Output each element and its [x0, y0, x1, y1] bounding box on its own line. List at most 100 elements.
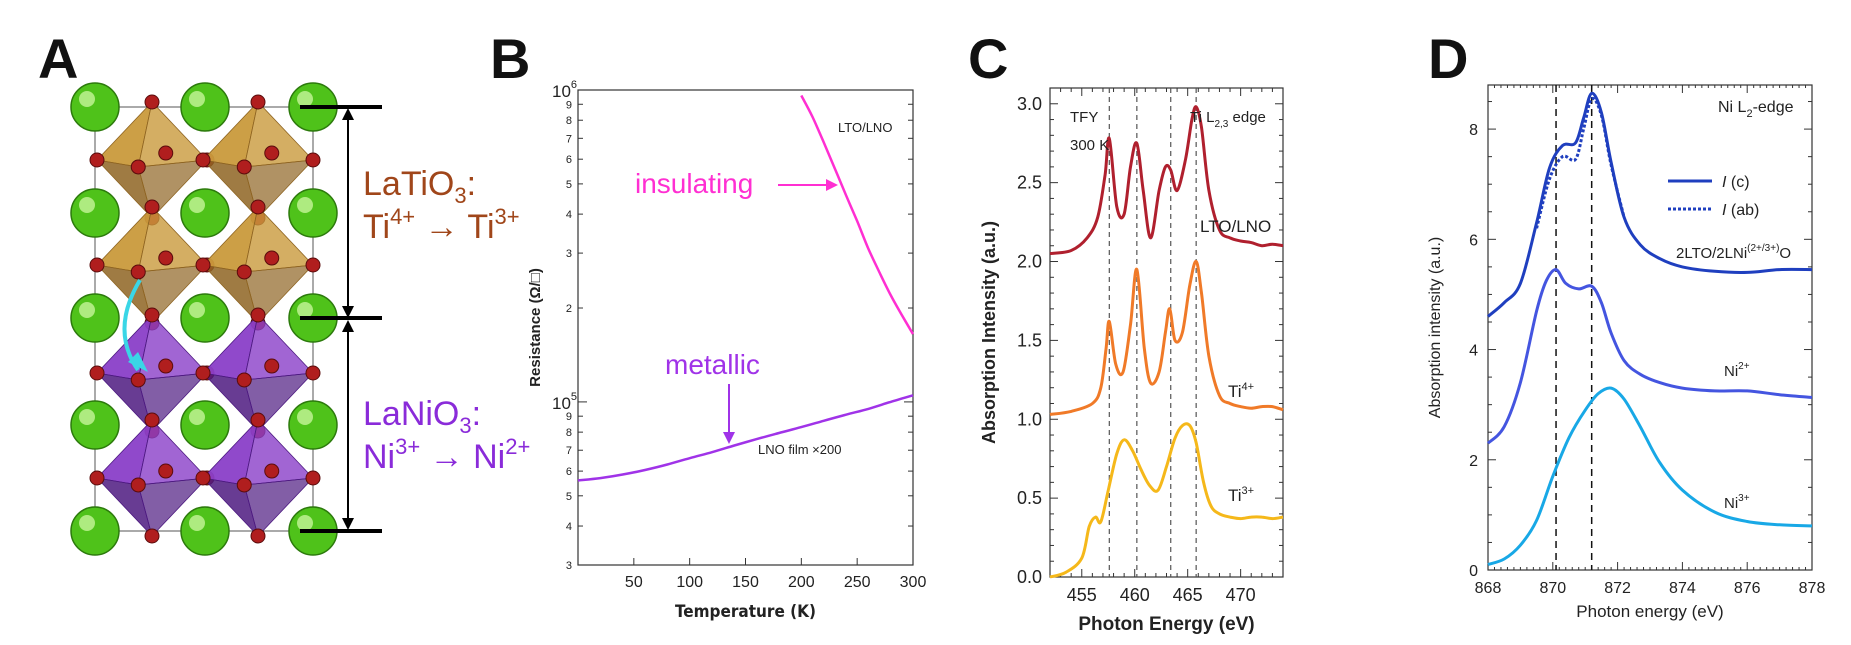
- series-iab-line: [1535, 96, 1626, 229]
- x-tick-label: 150: [732, 574, 759, 591]
- y-minor-tick-label: 3: [566, 560, 572, 572]
- oxygen-atom: [264, 250, 280, 266]
- oxygen-atom: [250, 307, 266, 323]
- x-tick-label: 300: [900, 574, 927, 591]
- series-ic-line: [1487, 91, 1813, 318]
- y-tick-label: 1.5: [1017, 330, 1042, 350]
- panel-c-letter: C: [968, 27, 1008, 90]
- la-atom-highlight: [79, 409, 95, 425]
- oxygen-atom: [195, 365, 211, 381]
- x-tick-label: 460: [1120, 585, 1150, 605]
- la-atom-highlight: [79, 197, 95, 213]
- y-minor-tick-label: 7: [566, 445, 572, 457]
- legend: I (c) I (ab): [1668, 174, 1759, 219]
- series-label-ti4: Ti4+: [1228, 381, 1254, 401]
- plot-frame: [577, 89, 914, 566]
- la-atom: [288, 400, 338, 450]
- ti-absorption-chart: 455 460 465 470 0.0 0.5 1.0 1.5 2.0 2.5 3.0 TFY 300 …: [979, 87, 1284, 635]
- oxygen-atom: [250, 199, 266, 215]
- ni-octahedron: [195, 412, 321, 544]
- y-tick-label: 106: [552, 79, 577, 101]
- y-minor-tick-label: 5: [566, 179, 572, 191]
- la-atom: [180, 188, 230, 238]
- oxygen-atom: [264, 358, 280, 374]
- oxygen-atom: [236, 477, 252, 493]
- series-label-ni2: Ni2+: [1724, 361, 1750, 380]
- y-axis-title: Absorption Intensity (a.u.): [979, 221, 999, 444]
- oxygen-atom: [158, 250, 174, 266]
- la-atom-highlight: [297, 302, 313, 318]
- y-minor-tick-label: 9: [566, 411, 572, 423]
- oxygen-atom: [305, 365, 321, 381]
- x-tick-label: 455: [1067, 585, 1097, 605]
- panel-a: A LaTiO3: Ti4+ → Ti3+ LaNiO3: Ni3+ → Ni2…: [38, 27, 530, 556]
- y-tick-label: 2.5: [1017, 173, 1042, 193]
- lto-formula: LaTiO3:: [363, 165, 476, 208]
- crystal-structure-illustration: [70, 82, 338, 556]
- oxygen-atom: [195, 152, 211, 168]
- x-axis-title: Photon energy (eV): [1576, 602, 1723, 621]
- lto-valence-change: Ti4+ → Ti3+: [363, 204, 520, 246]
- annotation-tfy: TFY: [1070, 109, 1098, 126]
- oxygen-atom: [305, 470, 321, 486]
- x-tick-label: 872: [1604, 580, 1631, 597]
- y-minor-tick-label: 8: [566, 115, 572, 127]
- oxygen-atom: [158, 145, 174, 161]
- y-minor-tick-label: 3: [566, 248, 572, 260]
- la-atom-highlight: [79, 91, 95, 107]
- y-minor-tick-label: 2: [566, 303, 572, 315]
- oxygen-atom: [130, 264, 146, 280]
- la-atom: [70, 188, 120, 238]
- panel-d-letter: D: [1428, 27, 1468, 90]
- resistance-chart: 50 100 150 200 250 300345678923456789105106Te…: [527, 79, 926, 622]
- ti-octahedron: [195, 199, 321, 331]
- lto-height-arrow: [342, 108, 354, 318]
- la-atom: [70, 293, 120, 343]
- y-minor-tick-label: 7: [566, 133, 572, 145]
- annotation-edge: Ti L2,3 edge: [1190, 109, 1266, 130]
- oxygen-atom: [89, 365, 105, 381]
- series-ti3-line: [1049, 422, 1284, 579]
- y-minor-tick-label: 6: [566, 154, 572, 166]
- la-atom-highlight: [297, 409, 313, 425]
- series-ti4-line: [1049, 259, 1284, 416]
- la-atom: [70, 82, 120, 132]
- la-atom-highlight: [79, 515, 95, 531]
- la-atom: [70, 400, 120, 450]
- x-tick-label: 465: [1173, 585, 1203, 605]
- x-tick-label: 878: [1799, 580, 1826, 597]
- oxygen-atom: [130, 477, 146, 493]
- oxygen-atom: [144, 412, 160, 428]
- oxygen-atom: [144, 528, 160, 544]
- ni-octahedron: [89, 412, 215, 544]
- series-ni2-line: [1486, 268, 1813, 445]
- series-label-2lto: 2LTO/2LNi(2+/3+)O: [1676, 243, 1791, 262]
- oxygen-atom: [144, 307, 160, 323]
- y-minor-tick-label: 4: [566, 209, 572, 221]
- la-atom-highlight: [297, 91, 313, 107]
- oxygen-atom: [236, 264, 252, 280]
- y-axis-title: Resistance (Ω/□): [527, 268, 544, 387]
- oxygen-atom: [158, 358, 174, 374]
- oxygen-atom: [250, 528, 266, 544]
- la-atom-highlight: [297, 515, 313, 531]
- series-label-lto-lno: LTO/LNO: [838, 120, 892, 135]
- series-lno-film-line: [577, 394, 914, 482]
- oxygen-atom: [264, 463, 280, 479]
- la-atom: [180, 293, 230, 343]
- oxygen-atom: [158, 463, 174, 479]
- series-label-ni3: Ni3+: [1724, 493, 1750, 512]
- la-atom: [70, 506, 120, 556]
- lno-formula: LaNiO3:: [363, 395, 481, 438]
- y-axis-title: Absorption intensity (a.u.): [1427, 237, 1444, 418]
- oxygen-atom: [305, 152, 321, 168]
- series-lto-lno-line: [800, 94, 915, 335]
- y-tick-label: 4: [1469, 343, 1478, 360]
- electron-transfer-arrow: [122, 278, 148, 372]
- oxygen-atom: [89, 257, 105, 273]
- y-tick-label: 2.0: [1017, 252, 1042, 272]
- x-tick-label: 50: [625, 574, 643, 591]
- y-minor-tick-label: 4: [566, 521, 572, 533]
- y-tick-label: 3.0: [1017, 94, 1042, 114]
- x-tick-label: 868: [1475, 580, 1502, 597]
